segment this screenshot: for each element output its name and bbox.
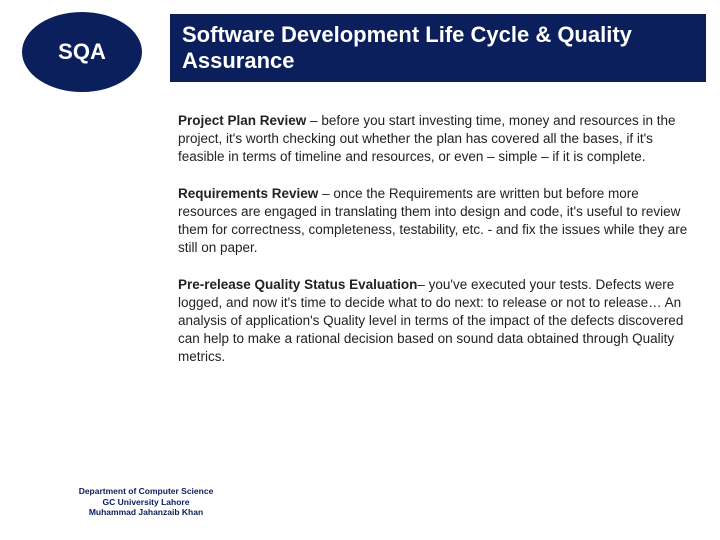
- footer-line-3: Muhammad Jahanzaib Khan: [56, 507, 236, 518]
- section-requirements: Requirements Review – once the Requireme…: [178, 185, 690, 258]
- footer-line-2: GC University Lahore: [56, 497, 236, 508]
- section-pre-release: Pre-release Quality Status Evaluation– y…: [178, 276, 690, 367]
- content-area: Project Plan Review – before you start i…: [178, 112, 690, 385]
- section-project-plan: Project Plan Review – before you start i…: [178, 112, 690, 167]
- section-heading: Project Plan Review: [178, 113, 306, 128]
- sqa-badge: SQA: [22, 12, 142, 92]
- title-bar: Software Development Life Cycle & Qualit…: [170, 14, 706, 82]
- section-heading: Pre-release Quality Status Evaluation: [178, 277, 417, 292]
- badge-label: SQA: [58, 39, 106, 65]
- section-heading: Requirements Review: [178, 186, 318, 201]
- page-title: Software Development Life Cycle & Qualit…: [182, 22, 706, 75]
- footer: Department of Computer Science GC Univer…: [56, 486, 236, 518]
- footer-line-1: Department of Computer Science: [56, 486, 236, 497]
